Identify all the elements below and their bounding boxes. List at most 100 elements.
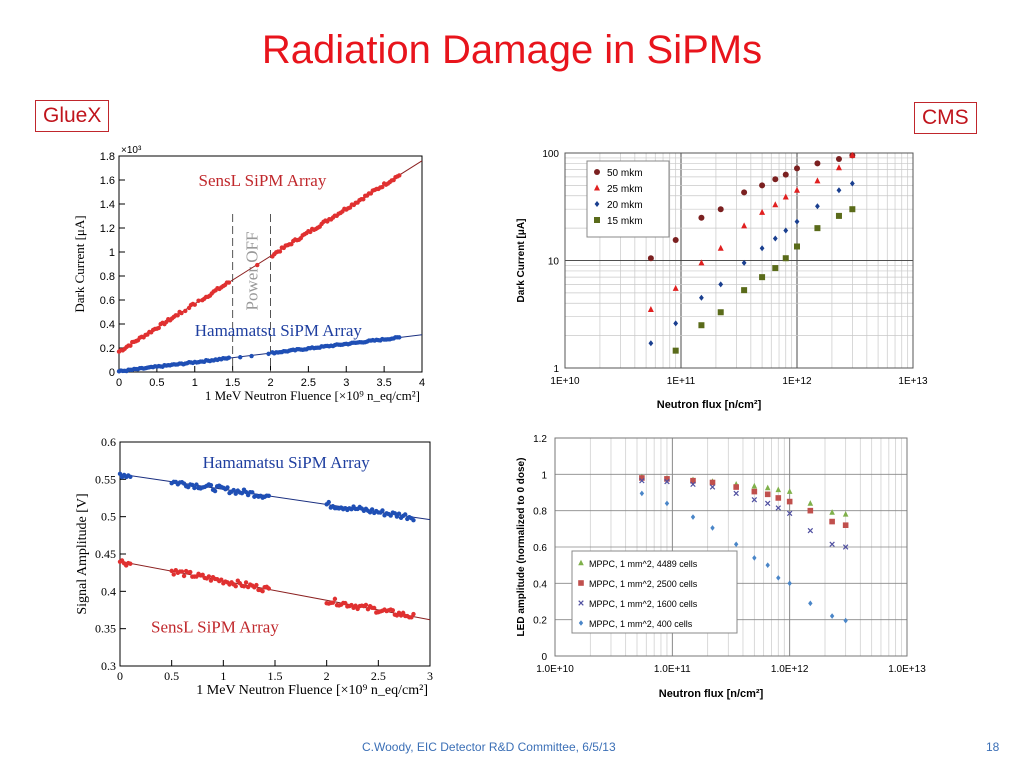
data-point <box>594 169 600 175</box>
x-tick-label: 1.0E+13 <box>888 664 926 675</box>
data-point <box>849 151 856 158</box>
series-label-sensl: SensL SiPM Array <box>199 171 327 190</box>
data-point <box>733 490 739 497</box>
x-axis-label: Neutron flux [n/cm²] <box>657 399 762 411</box>
y-tick-label: 1 <box>541 470 547 481</box>
x-tick-label: 0 <box>116 377 122 389</box>
data-point <box>794 243 800 250</box>
legend-entry: 15 mkm <box>607 216 643 227</box>
data-point <box>363 602 369 608</box>
data-point <box>842 544 849 550</box>
data-point <box>179 310 184 316</box>
data-point <box>380 508 385 513</box>
data-point <box>171 572 176 577</box>
data-point <box>759 274 766 281</box>
legend: 50 mkm 25 mkm 20 mkm 15 mkm <box>586 160 670 238</box>
data-point <box>192 485 197 491</box>
x-tick-label: 1E+11 <box>667 376 696 387</box>
x-axis-label: 1 MeV Neutron Fluence [×10⁹ n_eq/cm²] <box>205 388 420 403</box>
data-point <box>196 298 201 303</box>
cms-label: CMS <box>914 102 977 134</box>
series-label-sensl: SensL SiPM Array <box>151 617 279 636</box>
y-tick-label: 0 <box>109 367 115 379</box>
data-point <box>238 355 243 360</box>
data-point <box>578 600 584 606</box>
y-tick-label: 0 <box>541 652 547 663</box>
data-point <box>690 481 696 488</box>
y-tick-label: 0.3 <box>101 659 116 673</box>
x-tick-label: 2 <box>324 669 330 683</box>
data-point <box>183 308 188 314</box>
data-point <box>672 284 679 291</box>
data-point <box>639 490 645 497</box>
y-tick-label: 0.6 <box>100 295 115 307</box>
data-point <box>403 512 408 517</box>
data-point <box>226 355 232 360</box>
data-point <box>842 511 849 517</box>
data-point <box>842 522 849 528</box>
data-point <box>225 485 230 490</box>
data-point <box>330 600 336 605</box>
data-point <box>647 306 654 313</box>
data-point <box>212 488 218 494</box>
data-point <box>764 484 771 491</box>
data-point <box>717 206 724 213</box>
cms-dark-current-chart: 1E+10 1E+11 1E+12 1E+13 1 10 100 Dark Current [… <box>516 149 928 411</box>
data-point <box>396 511 402 516</box>
data-point <box>647 255 654 262</box>
y-tick-label: 100 <box>542 149 559 160</box>
data-point <box>117 471 123 477</box>
data-point <box>782 193 789 200</box>
data-point <box>411 518 416 523</box>
data-point <box>266 493 271 498</box>
data-point <box>249 353 254 359</box>
data-point <box>326 499 331 505</box>
data-point <box>594 184 600 191</box>
data-point <box>741 287 748 294</box>
data-point <box>835 164 842 171</box>
data-point <box>807 507 814 514</box>
x-tick-label: 1E+12 <box>782 376 812 387</box>
data-point <box>181 573 187 579</box>
data-point <box>741 259 747 266</box>
data-point <box>772 176 779 183</box>
y-tick-label: 0.6 <box>533 543 547 554</box>
data-point <box>782 171 789 178</box>
plot-frame <box>554 437 908 657</box>
data-point <box>698 214 705 221</box>
data-point <box>741 222 748 229</box>
x-tick-label: 2 <box>267 377 273 389</box>
data-point <box>808 600 813 607</box>
data-point <box>188 569 193 575</box>
x-tick-label: 2.5 <box>301 377 316 389</box>
data-point <box>690 477 696 484</box>
data-point <box>254 582 259 588</box>
data-point <box>390 608 395 613</box>
data-point <box>814 225 821 232</box>
data-point <box>672 347 679 354</box>
y-tick-label: 1.2 <box>100 223 115 235</box>
power-off-annotation: Power OFF <box>243 232 262 311</box>
data-point <box>192 302 197 307</box>
legend-entry: 20 mkm <box>607 200 643 211</box>
y-tick-label: 0.2 <box>100 343 115 355</box>
data-point <box>751 488 758 495</box>
plot-frame <box>564 152 914 369</box>
y-tick-label: 1.4 <box>100 199 115 211</box>
data-point <box>849 206 856 213</box>
data-point <box>672 237 679 244</box>
data-point <box>709 484 716 490</box>
x-axis-label: Neutron flux [n/cm²] <box>659 688 764 700</box>
legend-entry: 50 mkm <box>607 168 643 179</box>
y-tick-label: 0.6 <box>101 435 116 449</box>
data-point <box>829 518 835 525</box>
data-point <box>206 574 212 579</box>
data-point <box>200 572 205 578</box>
data-point <box>231 487 236 493</box>
legend-entry: 25 mkm <box>607 184 643 195</box>
data-point <box>673 320 679 327</box>
data-point <box>255 262 260 268</box>
data-point <box>759 245 765 252</box>
y-axis-label: LED amplitude (normalized to 0 dose) <box>516 458 527 637</box>
data-point <box>233 491 238 496</box>
